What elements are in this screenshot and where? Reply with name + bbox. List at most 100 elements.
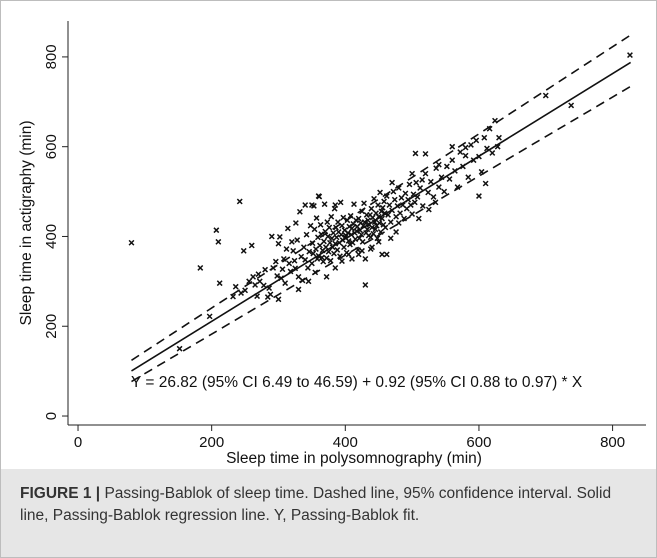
data-point <box>357 227 363 234</box>
data-point <box>303 231 310 238</box>
data-point <box>371 195 377 202</box>
scatter-chart: 0 200 400 600 800 0 200 400 600 800 Y = 26.82 (95… <box>18 21 646 467</box>
data-point <box>288 238 295 245</box>
y-axis-label: Sleep time in actigraphy (min) <box>18 120 35 325</box>
data-point <box>260 282 267 289</box>
x-tick-label: 0 <box>74 434 82 451</box>
data-point <box>333 224 339 231</box>
data-point <box>296 208 303 215</box>
data-point <box>427 178 434 185</box>
data-point <box>274 273 281 279</box>
data-point <box>375 238 382 245</box>
data-point <box>377 229 384 235</box>
data-point <box>438 174 445 181</box>
data-point <box>215 238 222 245</box>
data-point <box>311 226 318 233</box>
data-point <box>371 219 378 226</box>
data-point <box>256 278 263 285</box>
data-point <box>266 285 273 292</box>
data-point <box>275 240 282 247</box>
data-point <box>419 203 426 209</box>
data-point <box>279 266 286 273</box>
data-point <box>332 202 339 208</box>
data-point <box>459 163 466 170</box>
data-point <box>359 247 365 254</box>
data-point <box>318 254 325 261</box>
data-point <box>390 188 397 195</box>
data-point <box>449 157 456 164</box>
data-point <box>344 217 351 224</box>
data-point <box>398 194 405 201</box>
data-point <box>294 237 301 243</box>
data-point <box>405 196 412 203</box>
data-point <box>476 193 482 199</box>
data-point <box>349 255 355 262</box>
data-point <box>317 221 324 228</box>
data-point <box>302 256 309 263</box>
data-point <box>486 125 493 132</box>
caption-label: FIGURE 1 | <box>20 485 101 502</box>
data-point <box>338 231 345 238</box>
data-point <box>449 143 456 150</box>
data-point <box>230 293 236 300</box>
data-point <box>379 204 386 211</box>
data-point <box>318 231 325 238</box>
data-point <box>394 203 401 209</box>
data-point <box>419 176 426 183</box>
data-point <box>359 238 366 245</box>
data-point <box>332 264 339 271</box>
data-point <box>494 143 501 150</box>
data-point <box>379 215 385 222</box>
data-point <box>292 220 299 226</box>
caption-text: Passing-Bablok of sleep time. Dashed lin… <box>20 485 612 524</box>
data-point <box>375 213 382 220</box>
data-point <box>361 200 367 207</box>
fit-lines <box>131 34 632 383</box>
data-point <box>291 257 298 264</box>
data-point <box>313 215 320 221</box>
figure-caption: FIGURE 1 | Passing-Bablok of sleep time.… <box>20 483 640 527</box>
data-point <box>430 194 437 200</box>
data-point <box>304 264 311 271</box>
data-point <box>248 242 255 249</box>
data-point <box>376 220 383 226</box>
data-point <box>232 283 239 290</box>
data-point <box>332 240 339 247</box>
chart-axes: 0 200 400 600 800 0 200 400 600 800 <box>43 21 646 451</box>
data-point <box>395 185 402 191</box>
data-point <box>282 280 289 287</box>
data-point <box>489 150 496 156</box>
data-point <box>345 251 352 258</box>
data-point <box>267 291 274 298</box>
data-point <box>465 174 472 181</box>
x-axis-label: Sleep time in polysomnography (min) <box>226 450 482 467</box>
data-point <box>242 287 249 294</box>
data-point <box>340 214 347 221</box>
data-point <box>334 247 341 253</box>
data-point <box>339 258 345 265</box>
data-point <box>327 257 334 264</box>
data-point <box>322 244 329 251</box>
data-point <box>213 227 220 234</box>
data-point <box>308 260 315 267</box>
data-point <box>415 215 422 222</box>
data-point <box>627 52 633 59</box>
data-point <box>377 189 383 196</box>
data-point <box>425 206 432 213</box>
data-point <box>454 184 461 191</box>
data-point <box>435 161 442 168</box>
data-point <box>492 117 498 124</box>
data-point <box>315 193 322 199</box>
data-point <box>387 219 394 226</box>
data-point <box>402 190 409 197</box>
data-point <box>446 176 453 182</box>
data-point <box>176 345 183 352</box>
data-point <box>128 239 135 246</box>
y-tick-label: 200 <box>43 314 60 339</box>
data-point <box>412 150 419 157</box>
data-point <box>410 191 417 198</box>
data-point <box>359 208 365 215</box>
data-point <box>386 202 393 208</box>
data-point <box>393 229 400 235</box>
